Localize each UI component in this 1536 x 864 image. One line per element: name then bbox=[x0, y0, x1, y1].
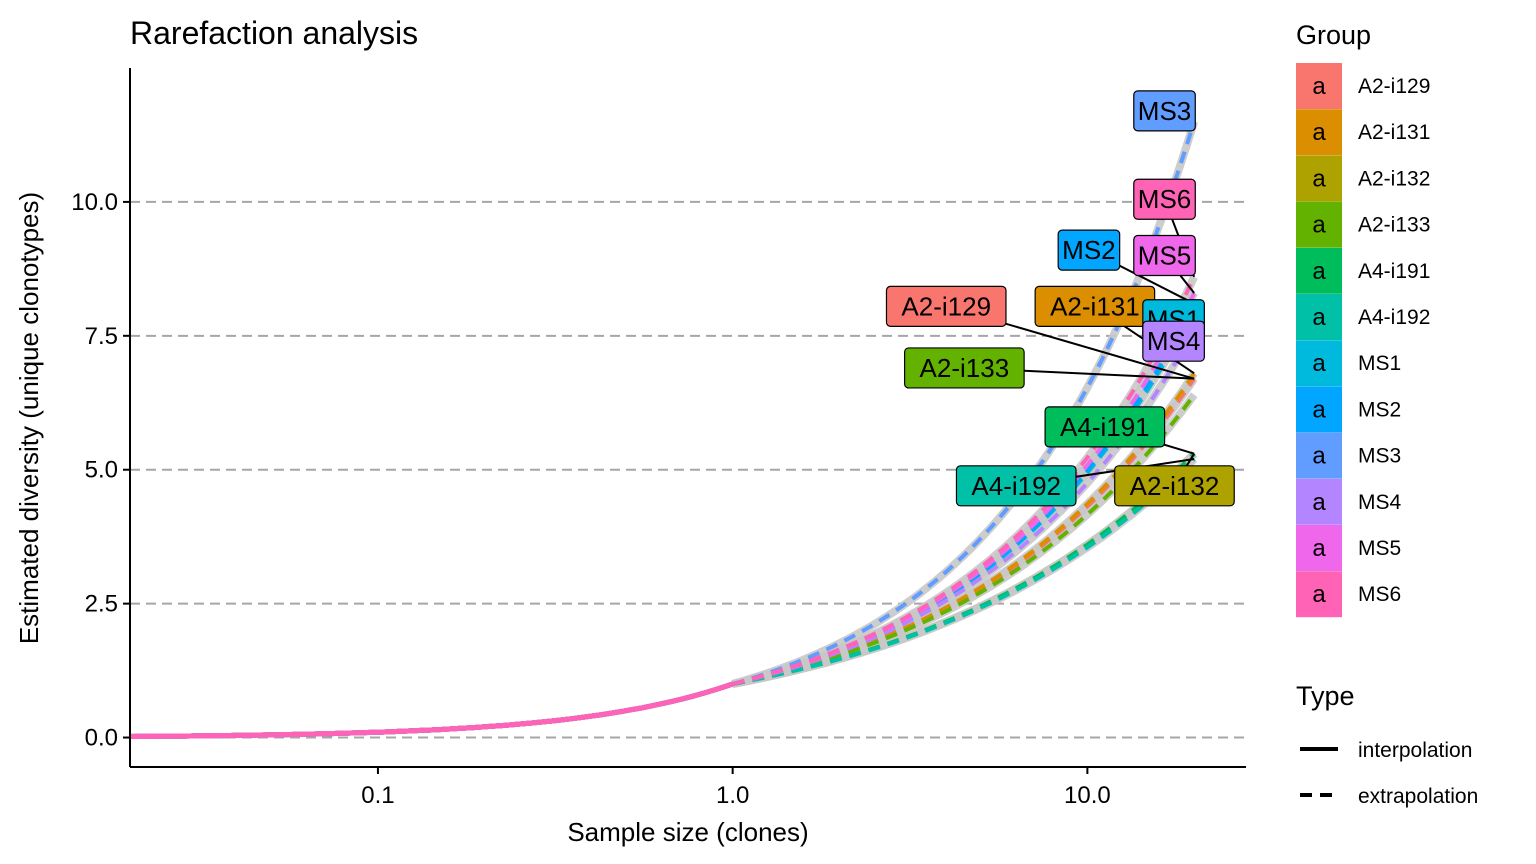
curve-label-text: MS4 bbox=[1147, 326, 1200, 356]
legend-group: Group a A2-i129 a A2-i131 a A2-i132 a A2-i133 a A… bbox=[1296, 20, 1430, 618]
y-tick-label: 10.0 bbox=[71, 189, 118, 216]
legend-group-key-glyph: a bbox=[1312, 212, 1326, 239]
legend-group-label: MS6 bbox=[1358, 583, 1401, 606]
legend-group-key-glyph: a bbox=[1312, 258, 1326, 285]
legend-group-key-glyph: a bbox=[1312, 165, 1326, 192]
axes: 0.1 1.0 10.0 0.0 2.5 5.0 7.5 10.0 bbox=[71, 68, 1246, 809]
series-extrapolation-line bbox=[732, 457, 1196, 686]
legend-group-label: A4-i192 bbox=[1358, 306, 1430, 329]
curve-label-text: MS2 bbox=[1062, 235, 1115, 265]
legend-group-key-glyph: a bbox=[1312, 73, 1326, 100]
curve-label-box bbox=[1133, 234, 1196, 277]
legend-group-key bbox=[1296, 201, 1342, 248]
x-tick-label: 10.0 bbox=[1064, 782, 1111, 809]
series-extrapolation-line bbox=[732, 393, 1196, 686]
curve-label-box bbox=[885, 285, 1007, 327]
x-tick-label: 1.0 bbox=[716, 782, 749, 809]
y-tick-label: 2.5 bbox=[85, 591, 118, 618]
legend-type-label: interpolation bbox=[1358, 739, 1472, 762]
legend-type-label: extrapolation bbox=[1358, 785, 1478, 808]
curve-label-box bbox=[1044, 406, 1166, 448]
legend-group-key bbox=[1296, 432, 1342, 479]
curve-label-box bbox=[1114, 465, 1235, 507]
legend-group-key bbox=[1296, 155, 1342, 202]
legend-group-label: MS4 bbox=[1358, 491, 1402, 514]
legend-group-key bbox=[1296, 478, 1342, 525]
curve-label-box bbox=[904, 347, 1025, 389]
legend-group-key bbox=[1296, 340, 1342, 387]
legend-group-label: A2-i133 bbox=[1358, 214, 1430, 237]
x-axis-title: Sample size (clones) bbox=[567, 817, 808, 847]
curve-label-text: A4-i192 bbox=[971, 471, 1061, 501]
legend-group-key bbox=[1296, 294, 1342, 340]
legend-group-key bbox=[1296, 247, 1342, 294]
legend-group-label: A4-i191 bbox=[1358, 260, 1430, 283]
y-ticks: 0.0 2.5 5.0 7.5 10.0 bbox=[71, 189, 130, 752]
legend-type-title: Type bbox=[1296, 681, 1355, 711]
legend-group-title: Group bbox=[1296, 20, 1371, 50]
curve-label-text: MS6 bbox=[1138, 184, 1191, 214]
legend-group-key bbox=[1296, 386, 1342, 433]
y-tick-label: 5.0 bbox=[85, 457, 118, 484]
x-tick-label: 0.1 bbox=[361, 782, 394, 809]
y-tick-label: 0.0 bbox=[85, 725, 118, 752]
legend-group-label: MS1 bbox=[1358, 352, 1401, 375]
legend-group-key-glyph: a bbox=[1312, 350, 1326, 377]
curve-label-text: A2-i133 bbox=[920, 353, 1010, 383]
legend-group-label: A2-i131 bbox=[1358, 121, 1430, 144]
legend-group-label: A2-i132 bbox=[1358, 167, 1430, 190]
series-interpolation-line bbox=[129, 681, 734, 739]
legend-group-label: MS2 bbox=[1358, 398, 1401, 421]
legend-group-label: MS3 bbox=[1358, 445, 1401, 468]
curve-label-box bbox=[1057, 229, 1121, 271]
legend-group-key bbox=[1296, 63, 1342, 109]
legend-group-label: MS5 bbox=[1358, 537, 1401, 560]
chart-title: Rarefaction analysis bbox=[130, 15, 418, 51]
legend-group-key bbox=[1296, 525, 1342, 571]
legend-group-key-glyph: a bbox=[1312, 119, 1326, 146]
y-axis-title: Estimated diversity (unique clonotypes) bbox=[14, 192, 44, 644]
legend-group-key-glyph: a bbox=[1312, 535, 1326, 562]
curve-label-box bbox=[1133, 90, 1196, 132]
curve-label-text: A2-i131 bbox=[1050, 291, 1140, 321]
curve-label-box bbox=[1133, 178, 1196, 220]
legend-group-key-glyph: a bbox=[1312, 396, 1326, 423]
curve-label-box bbox=[955, 465, 1077, 507]
curve-label-box bbox=[1142, 320, 1205, 362]
legend-group-key bbox=[1296, 109, 1342, 156]
legend-group-key-glyph: a bbox=[1312, 304, 1326, 331]
legend-type: Type interpolation extrapolation bbox=[1296, 681, 1478, 808]
legend-group-key-glyph: a bbox=[1312, 443, 1326, 470]
curve-label-text: A2-i132 bbox=[1130, 471, 1220, 501]
series-curves bbox=[129, 120, 1199, 739]
legend-group-label: A2-i129 bbox=[1358, 75, 1430, 98]
curve-label-text: A2-i129 bbox=[901, 291, 991, 321]
legend-group-key bbox=[1296, 571, 1342, 618]
x-ticks: 0.1 1.0 10.0 bbox=[361, 767, 1111, 809]
legend-group-key-glyph: a bbox=[1312, 581, 1326, 608]
curve-label-text: A4-i191 bbox=[1060, 412, 1150, 442]
curve-label-text: MS3 bbox=[1138, 96, 1191, 126]
y-tick-label: 7.5 bbox=[85, 323, 118, 350]
series-extrapolation-line bbox=[732, 121, 1197, 686]
legend-group-key-glyph: a bbox=[1312, 489, 1326, 516]
curve-label-text: MS5 bbox=[1138, 240, 1191, 270]
